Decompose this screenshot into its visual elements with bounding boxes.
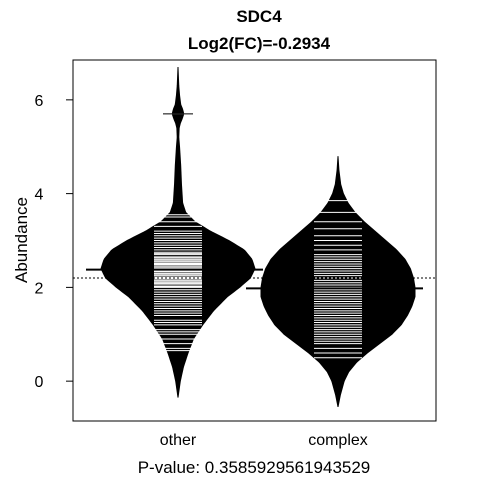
chart-subtitle: Log2(FC)=-0.2934 — [188, 34, 331, 53]
bean-complex — [260, 156, 416, 408]
y-axis-label: Abundance — [12, 197, 31, 283]
x-axis: other complex — [160, 432, 368, 449]
chart-title: SDC4 — [236, 7, 282, 26]
x-tick-label: complex — [308, 432, 368, 449]
y-tick-label: 4 — [35, 187, 44, 204]
y-tick-label: 0 — [35, 374, 44, 391]
bean-other — [100, 67, 256, 398]
x-axis-label: P-value: 0.3585929561943529 — [138, 458, 371, 477]
y-tick-label: 6 — [35, 93, 44, 110]
x-tick-label: other — [160, 432, 197, 449]
y-tick-label: 2 — [35, 280, 44, 297]
beans-layer — [86, 67, 423, 408]
y-axis: 0 2 4 6 — [35, 93, 74, 391]
